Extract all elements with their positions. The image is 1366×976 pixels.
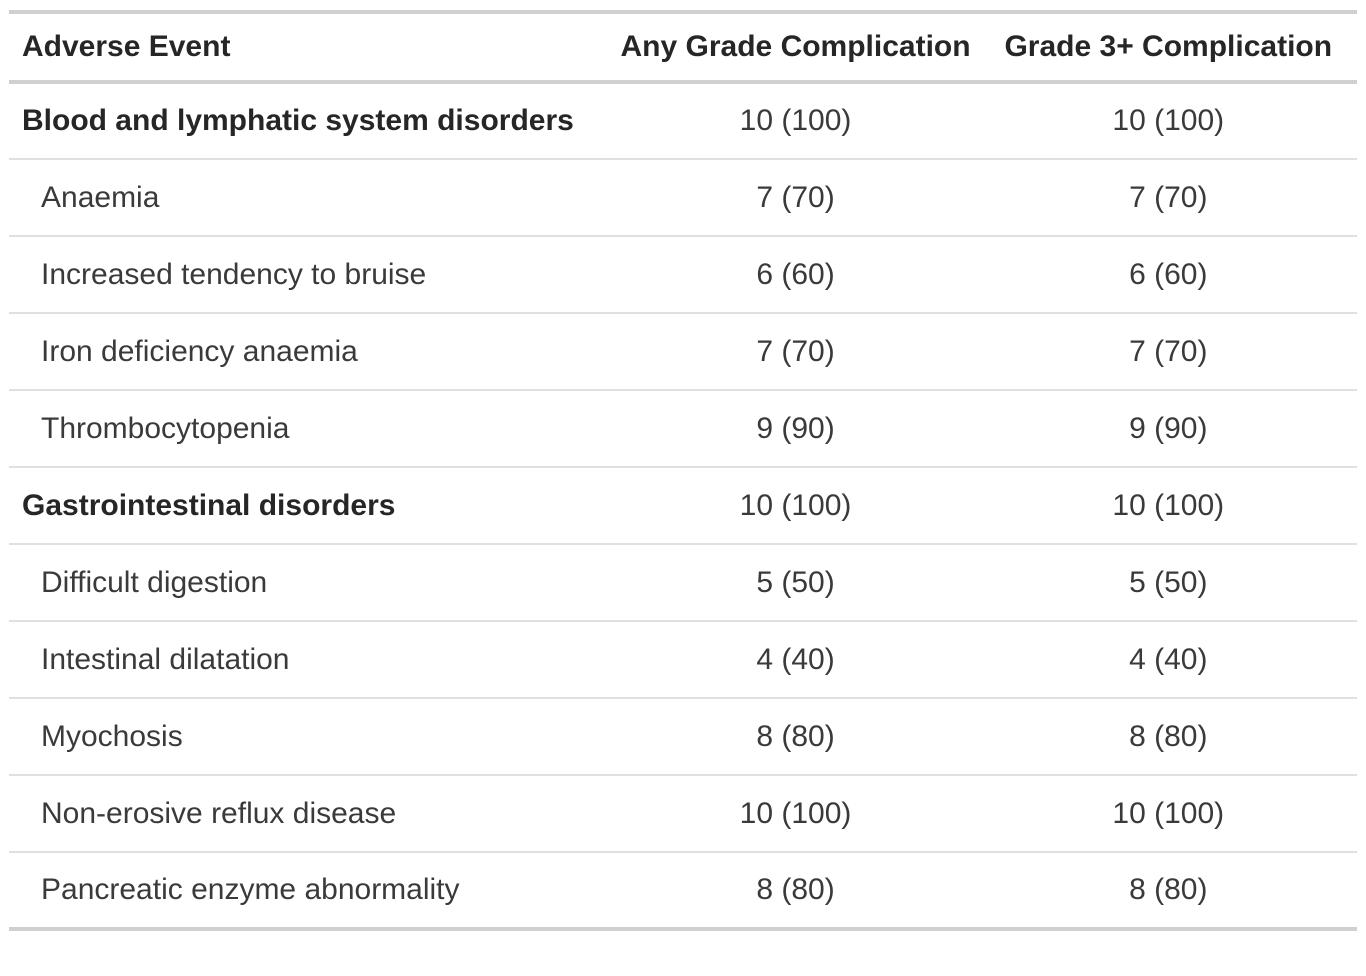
grade3plus-value-cell: 8 (80) xyxy=(979,697,1357,775)
table-row: Increased tendency to bruise 6 (60) 6 (6… xyxy=(9,235,1357,313)
grade3plus-value-cell: 7 (70) xyxy=(979,158,1357,236)
column-header-adverse-event: Adverse Event xyxy=(9,12,612,84)
adverse-event-cell: Non-erosive reflux disease xyxy=(9,774,612,852)
grade3plus-value-cell: 10 (100) xyxy=(979,466,1357,544)
table-header: Adverse Event Any Grade Complication Gra… xyxy=(9,12,1357,84)
grade3plus-value-cell: 10 (100) xyxy=(1112,104,1225,137)
grade3plus-value-cell: 6 (60) xyxy=(979,235,1357,313)
group-row: Blood and lymphatic system disorders 10 … xyxy=(9,82,1357,159)
adverse-event-cell: Increased tendency to bruise xyxy=(9,235,612,313)
grade3plus-value-cell: 10 (100) xyxy=(979,774,1357,852)
grade3plus-value-cell: 8 (80) xyxy=(979,851,1357,929)
any-grade-value-cell: 9 (90) xyxy=(611,389,980,467)
adverse-event-cell: Intestinal dilatation xyxy=(9,620,612,698)
adverse-event-cell: Blood and lymphatic system disorders xyxy=(22,104,574,137)
adverse-event-cell: Anaemia xyxy=(9,158,612,236)
adverse-event-cell: Iron deficiency anaemia xyxy=(9,312,612,390)
adverse-event-cell: Difficult digestion xyxy=(9,543,612,621)
column-header-grade3plus-complication: Grade 3+ Complication xyxy=(979,12,1357,84)
table-row: Non-erosive reflux disease 10 (100) 10 (… xyxy=(9,774,1357,852)
any-grade-value-cell: 10 (100) xyxy=(611,466,980,544)
any-grade-value-cell: 7 (70) xyxy=(611,312,980,390)
grade3plus-value-cell: 9 (90) xyxy=(979,389,1357,467)
group-row: Gastrointestinal disorders 10 (100) 10 (… xyxy=(9,466,1357,544)
table-row: Myochosis 8 (80) 8 (80) xyxy=(9,697,1357,775)
any-grade-value-cell: 5 (50) xyxy=(611,543,980,621)
header-row: Adverse Event Any Grade Complication Gra… xyxy=(9,12,1357,84)
table-body: Blood and lymphatic system disorders 10 … xyxy=(9,82,1357,929)
adverse-events-table-container: Adverse Event Any Grade Complication Gra… xyxy=(9,10,1357,931)
table-row: Thrombocytopenia 9 (90) 9 (90) xyxy=(9,389,1357,467)
table-row: Anaemia 7 (70) 7 (70) xyxy=(9,158,1357,236)
any-grade-value-cell: 7 (70) xyxy=(611,158,980,236)
any-grade-value-cell: 6 (60) xyxy=(611,235,980,313)
table-row: Difficult digestion 5 (50) 5 (50) xyxy=(9,543,1357,621)
adverse-event-cell: Pancreatic enzyme abnormality xyxy=(9,851,612,929)
adverse-event-cell: Gastrointestinal disorders xyxy=(9,466,612,544)
column-header-any-grade-complication: Any Grade Complication xyxy=(611,12,980,84)
table-row: Iron deficiency anaemia 7 (70) 7 (70) xyxy=(9,312,1357,390)
any-grade-value-cell: 8 (80) xyxy=(611,697,980,775)
any-grade-value-cell: 10 (100) xyxy=(739,104,852,137)
grade3plus-value-cell: 4 (40) xyxy=(979,620,1357,698)
any-grade-value-cell: 8 (80) xyxy=(611,851,980,929)
adverse-events-table: Adverse Event Any Grade Complication Gra… xyxy=(9,10,1357,931)
grade3plus-value-cell: 7 (70) xyxy=(979,312,1357,390)
table-row: Pancreatic enzyme abnormality 8 (80) 8 (… xyxy=(9,851,1357,929)
adverse-event-cell: Myochosis xyxy=(9,697,612,775)
any-grade-value-cell: 10 (100) xyxy=(611,774,980,852)
grade3plus-value-cell: 5 (50) xyxy=(979,543,1357,621)
table-row: Intestinal dilatation 4 (40) 4 (40) xyxy=(9,620,1357,698)
adverse-event-cell: Thrombocytopenia xyxy=(9,389,612,467)
any-grade-value-cell: 4 (40) xyxy=(611,620,980,698)
